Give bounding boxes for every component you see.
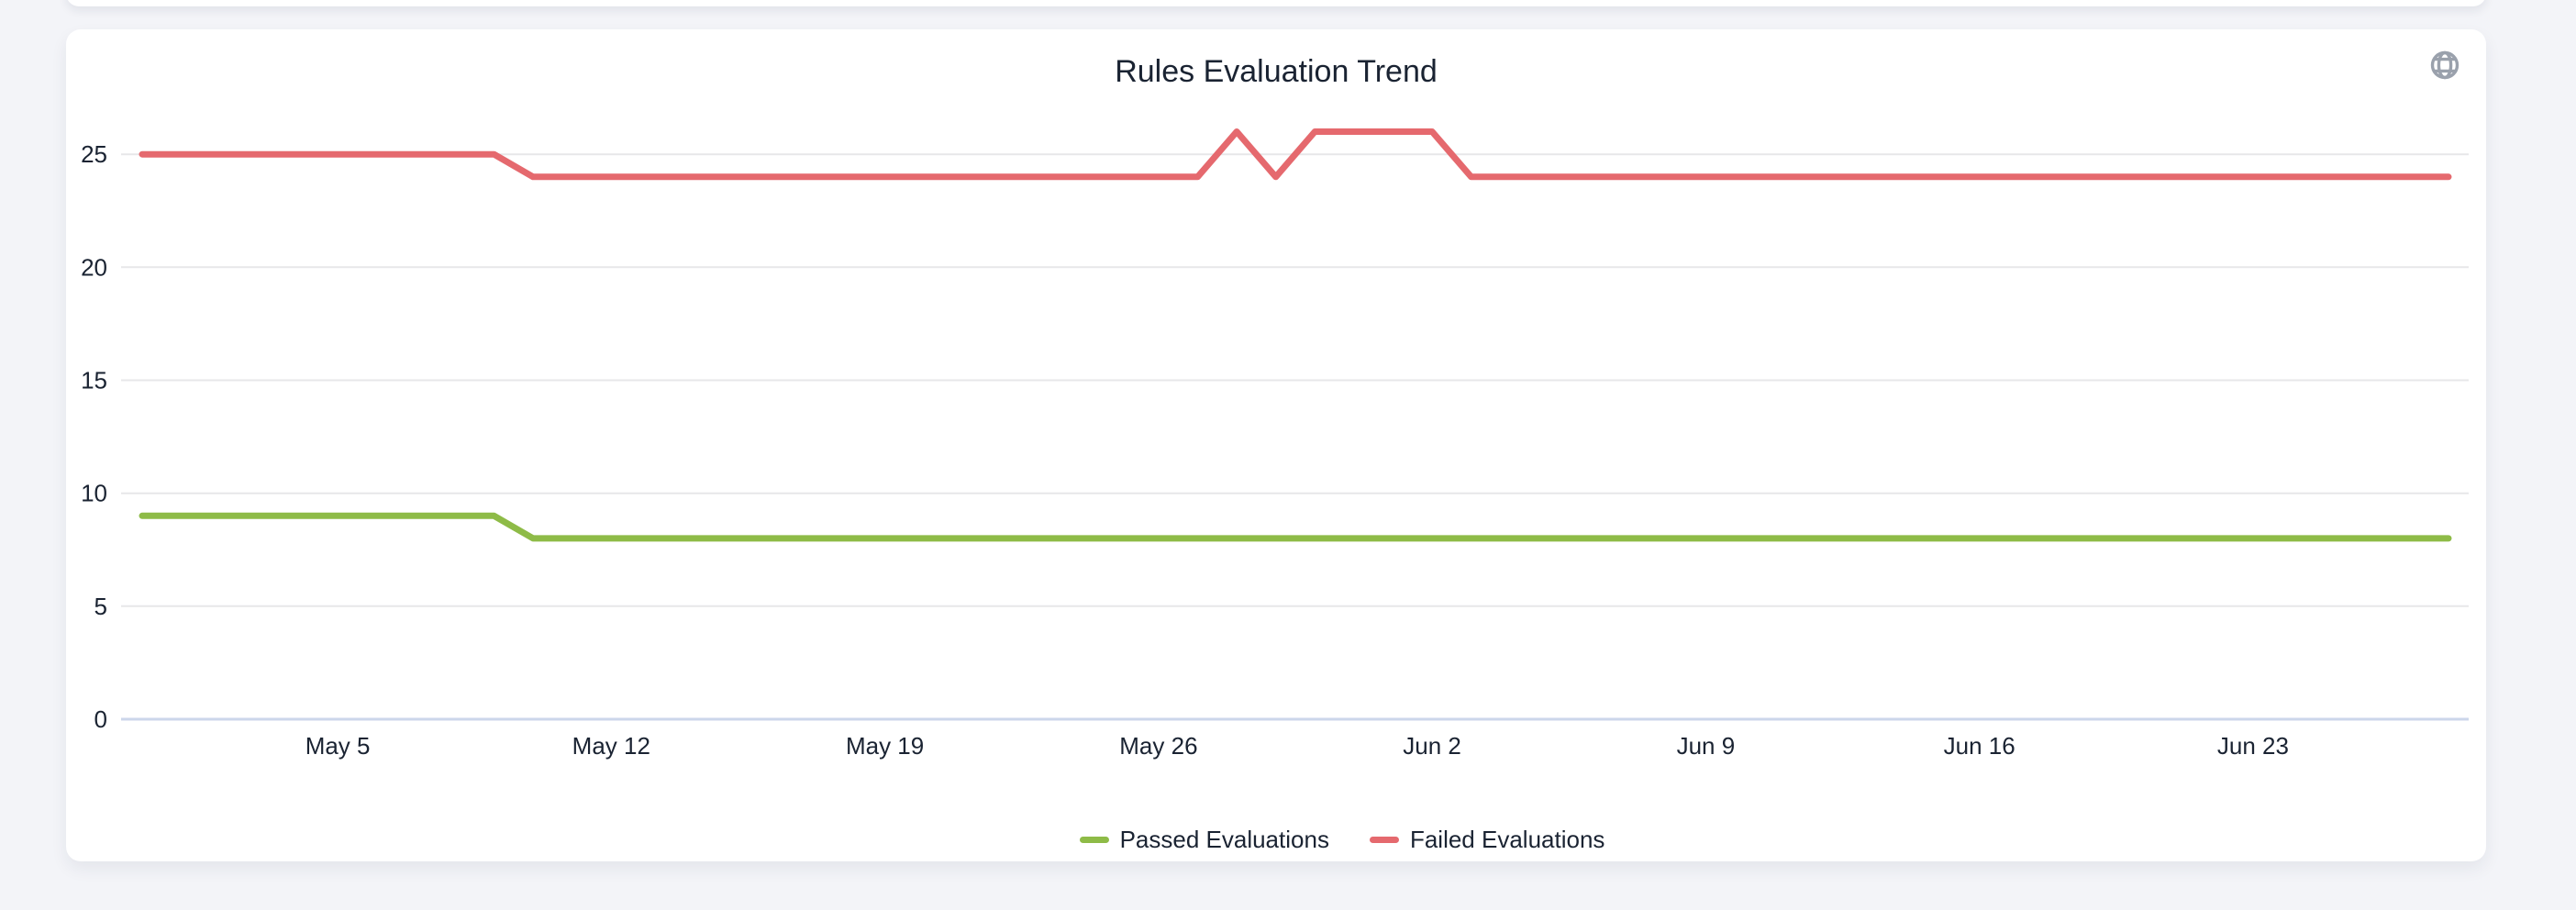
chart-card: Rules Evaluation Trend Passed Evaluation… <box>66 29 2486 861</box>
chart-legend: Passed Evaluations Failed Evaluations <box>132 826 2552 854</box>
legend-marker <box>1369 837 1399 843</box>
legend-item-passed-evaluations[interactable]: Passed Evaluations <box>1079 826 1329 854</box>
legend-label: Failed Evaluations <box>1409 826 1605 853</box>
chart-title: Rules Evaluation Trend <box>1115 54 1438 89</box>
legend-label: Passed Evaluations <box>1119 826 1329 853</box>
legend-item-failed-evaluations[interactable]: Failed Evaluations <box>1369 826 1605 854</box>
card-above-bottom-edge <box>66 0 2486 6</box>
globe-icon[interactable] <box>2429 50 2460 81</box>
legend-marker <box>1079 837 1109 843</box>
